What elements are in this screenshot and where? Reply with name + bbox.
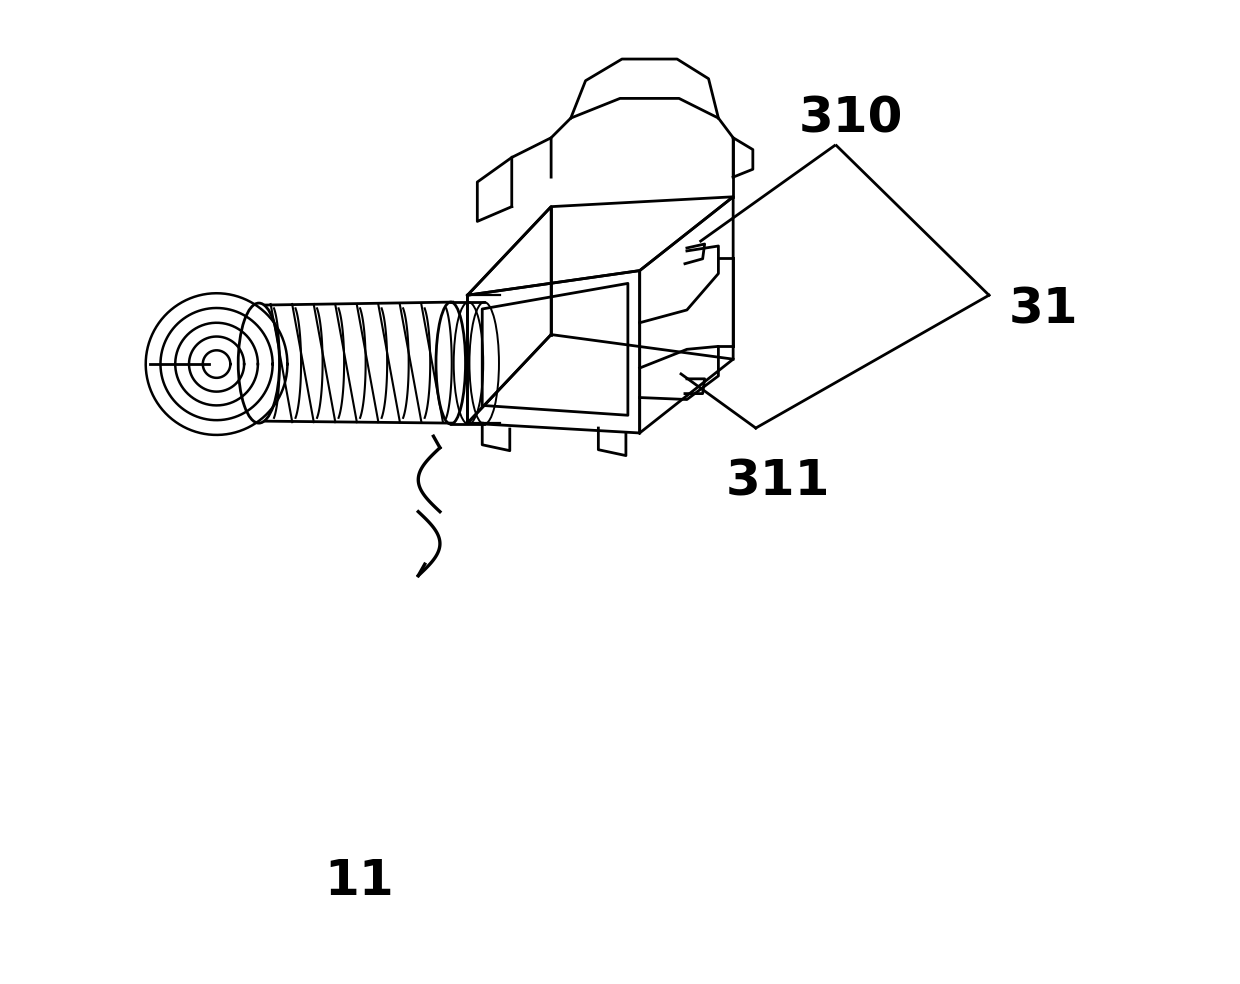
- Text: 310: 310: [799, 94, 904, 143]
- Text: 11: 11: [325, 857, 394, 904]
- Text: 31: 31: [1008, 286, 1079, 334]
- Text: 311: 311: [725, 458, 830, 506]
